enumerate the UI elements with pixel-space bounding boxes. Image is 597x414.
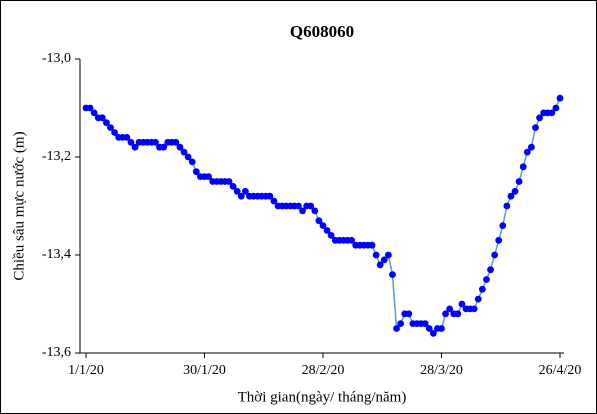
y-tick-label: -13,0 xyxy=(42,51,71,66)
data-point xyxy=(389,271,396,278)
data-point xyxy=(511,187,519,195)
data-point xyxy=(327,232,335,239)
x-tick-label: 28/3/20 xyxy=(420,363,463,378)
data-point xyxy=(188,158,196,166)
data-point xyxy=(176,143,184,151)
data-point xyxy=(107,124,114,131)
data-point xyxy=(429,330,437,337)
data-point xyxy=(474,295,482,303)
data-point xyxy=(458,300,466,308)
data-point xyxy=(299,207,306,215)
data-point xyxy=(384,251,392,259)
data-point xyxy=(103,119,110,127)
data-point xyxy=(548,109,556,117)
data-point xyxy=(515,178,523,185)
data-point xyxy=(241,187,249,195)
data-point xyxy=(495,236,503,244)
data-point xyxy=(393,325,400,332)
data-point xyxy=(487,266,494,274)
data-point xyxy=(478,285,486,293)
data-point xyxy=(491,251,499,259)
data-point xyxy=(295,202,302,210)
data-point xyxy=(368,241,376,249)
data-point xyxy=(315,217,323,225)
y-axis-label: Chiều sâu mực nước (m) xyxy=(11,131,27,280)
data-point xyxy=(123,134,131,141)
data-point xyxy=(205,173,212,181)
x-tick-label: 26/4/20 xyxy=(539,363,582,378)
data-point xyxy=(319,222,327,230)
data-point xyxy=(405,310,413,318)
data-point xyxy=(98,114,106,122)
data-point xyxy=(311,207,319,215)
data-point xyxy=(532,124,539,131)
data-point xyxy=(111,129,119,136)
data-point xyxy=(454,310,462,318)
data-point xyxy=(470,305,478,313)
data-point xyxy=(86,104,94,112)
data-point xyxy=(270,197,278,205)
data-point xyxy=(180,148,188,156)
data-point xyxy=(266,192,274,200)
data-point xyxy=(421,320,429,327)
data-point xyxy=(90,109,98,117)
data-point xyxy=(160,143,168,151)
data-point xyxy=(372,251,380,259)
data-point xyxy=(172,138,180,146)
data-point xyxy=(131,143,139,151)
data-point xyxy=(225,178,233,185)
data-point xyxy=(152,138,159,146)
x-tick-label: 28/2/20 xyxy=(302,363,345,378)
chart-title: Q608060 xyxy=(290,22,354,41)
data-point xyxy=(307,202,315,210)
data-point xyxy=(507,192,515,200)
x-tick-label: 1/1/20 xyxy=(68,363,104,378)
data-point xyxy=(348,236,356,244)
data-point xyxy=(425,325,433,332)
data-point xyxy=(499,222,507,230)
data-point xyxy=(483,276,490,283)
data-point xyxy=(192,168,200,176)
data-point xyxy=(184,153,192,161)
data-point xyxy=(552,104,560,112)
y-tick-label: -13,6 xyxy=(42,345,71,360)
data-point xyxy=(527,143,535,151)
y-tick-label: -13,4 xyxy=(42,247,71,262)
data-point xyxy=(438,325,445,332)
data-point xyxy=(442,310,449,318)
data-point xyxy=(323,227,331,234)
data-point xyxy=(376,261,384,269)
data-point xyxy=(127,138,135,146)
data-point xyxy=(536,114,543,122)
data-point xyxy=(229,183,237,190)
data-point xyxy=(503,202,511,210)
data-point xyxy=(556,94,564,102)
data-point xyxy=(523,148,531,156)
data-point xyxy=(397,320,405,327)
y-tick-label: -13,2 xyxy=(42,149,71,164)
data-point xyxy=(237,192,245,200)
x-axis-label: Thời gian(ngày/ tháng/năm) xyxy=(238,389,407,405)
x-tick-label: 30/1/20 xyxy=(183,363,226,378)
data-point xyxy=(380,256,388,264)
data-point xyxy=(233,187,241,195)
data-point xyxy=(519,163,527,171)
data-point xyxy=(446,305,454,313)
